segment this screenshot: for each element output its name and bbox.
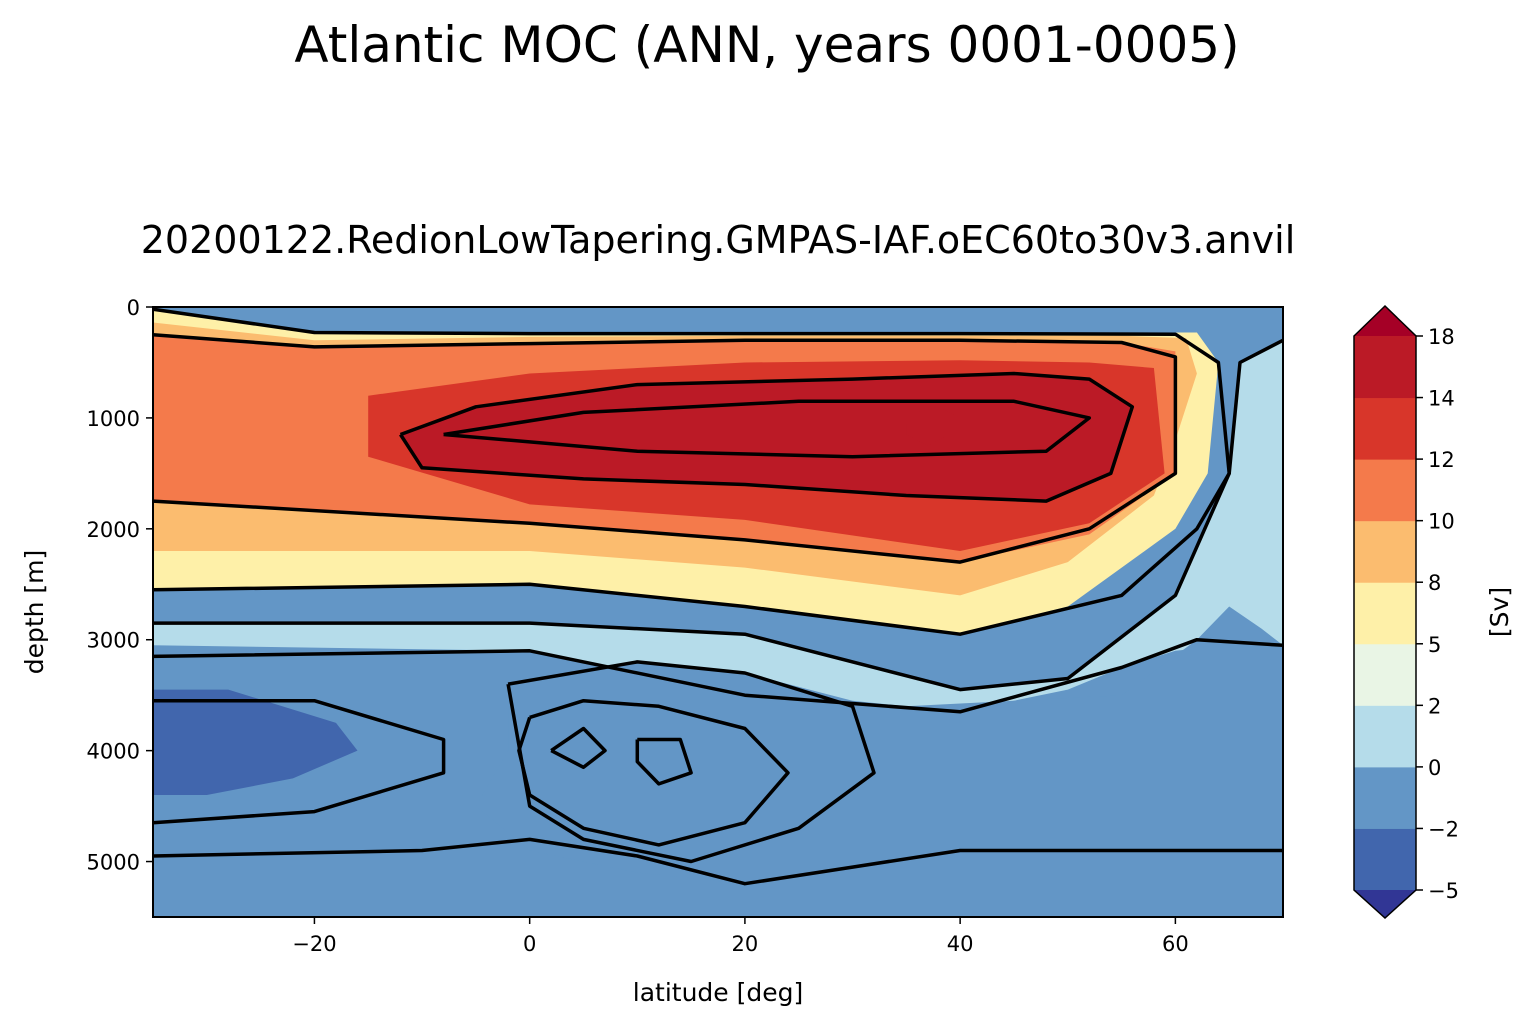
colorbar-tick-label: 0 xyxy=(1428,756,1441,780)
colorbar-segment xyxy=(1354,643,1416,706)
contour-line-9 xyxy=(635,737,693,786)
figure-suptitle: Atlantic MOC (ANN, years 0001-0005) xyxy=(294,16,1239,74)
contour-line-11 xyxy=(153,837,1283,886)
y-tick-label: 2000 xyxy=(87,518,140,542)
contour-line-5 xyxy=(153,637,1283,714)
colorbar-segment xyxy=(1354,336,1416,399)
colorbar-segment xyxy=(1354,766,1416,829)
x-tick-label: 60 xyxy=(1162,932,1189,956)
plot-frame xyxy=(152,306,1284,918)
region-deep-negative-north xyxy=(475,606,1283,884)
x-axis-ticks: −20 0 20 40 60 xyxy=(292,917,1189,956)
y-tick-label: 0 xyxy=(127,296,140,320)
contour-line-1 xyxy=(153,332,1178,564)
colorbar-tick-label: −2 xyxy=(1428,817,1459,841)
y-tick-label: 5000 xyxy=(87,851,140,875)
contour-line-3 xyxy=(443,399,1092,459)
x-tick-label: 0 xyxy=(523,932,536,956)
region-zero-contour-region xyxy=(153,340,1283,712)
contour-line-7 xyxy=(506,660,876,864)
y-axis-label: depth [m] xyxy=(20,550,49,675)
colorbar-segment xyxy=(1354,520,1416,583)
region-upper-cell-peak xyxy=(906,406,961,446)
colorbar-tick-label: 12 xyxy=(1428,448,1455,472)
colorbar-segment xyxy=(1354,828,1416,891)
colorbar-extend-min xyxy=(1354,890,1416,918)
contour-line-2 xyxy=(399,371,1135,503)
colorbar-tick-label: 14 xyxy=(1428,387,1455,411)
y-tick-label: 4000 xyxy=(87,740,140,764)
y-tick-label: 1000 xyxy=(87,407,140,431)
x-axis-label: latitude [deg] xyxy=(633,978,803,1007)
colorbar-tick-label: 2 xyxy=(1428,694,1441,718)
x-tick-label: 40 xyxy=(947,932,974,956)
colorbar-segment xyxy=(1354,459,1416,522)
axes-title: 20200122.RedionLowTapering.GMPAS-IAF.oEC… xyxy=(141,218,1296,262)
colorbar: −5 −2 0 2 5 8 10 12 14 18 xyxy=(1353,304,1459,920)
colorbar-extend-max xyxy=(1354,306,1416,336)
contour-line-4 xyxy=(153,338,1283,692)
region-upper-cell-14 xyxy=(400,373,1133,502)
contour-line-8 xyxy=(517,698,790,847)
colorbar-segment xyxy=(1354,705,1416,768)
filled-contour-regions xyxy=(153,310,1283,884)
colorbar-label: [Sv] xyxy=(1485,587,1514,637)
colorbar-segment xyxy=(1354,582,1416,645)
colorbar-tick-label: 8 xyxy=(1428,571,1441,595)
colorbar-tick-label: 18 xyxy=(1428,325,1455,349)
colorbar-tick-label: 5 xyxy=(1428,633,1441,657)
contour-line-0 xyxy=(153,307,1231,636)
contour-line-6 xyxy=(153,698,446,825)
contour-line-10 xyxy=(550,726,607,770)
contour-plot-area xyxy=(152,306,1284,918)
region-deep-cell-south-min xyxy=(153,689,358,795)
x-tick-label: 20 xyxy=(732,932,759,956)
y-axis-ticks: 0 1000 2000 3000 4000 5000 xyxy=(87,296,153,875)
contour-lines xyxy=(153,307,1283,886)
colorbar-tick-label: 10 xyxy=(1428,510,1455,534)
x-tick-label: −20 xyxy=(292,932,336,956)
colorbar-tick-label: −5 xyxy=(1428,879,1459,903)
y-tick-label: 3000 xyxy=(87,629,140,653)
colorbar-segment xyxy=(1354,397,1416,460)
